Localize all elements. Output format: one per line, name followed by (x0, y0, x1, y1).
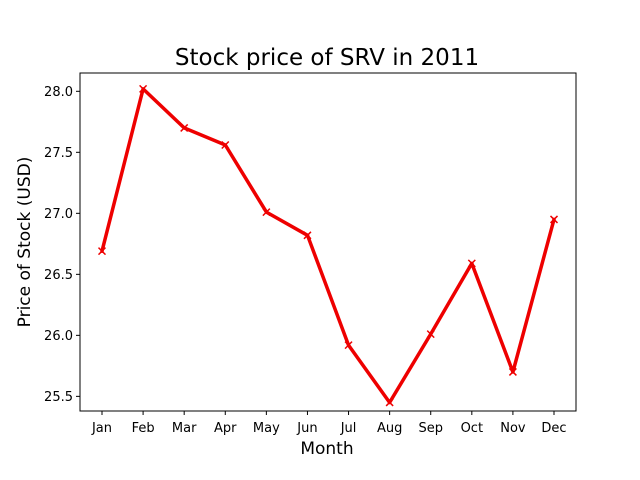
data-point-marker (385, 398, 394, 407)
y-axis: 25.5 26.0 26.5 27.0 27.5 28.0 (44, 85, 80, 405)
x-tick-label: Jun (296, 421, 317, 436)
series-line (100, 87, 556, 405)
y-tick-label: 26.0 (44, 329, 73, 344)
y-axis-label: Price of Stock (USD) (15, 157, 35, 328)
x-tick-label: Mar (172, 421, 197, 436)
x-tick-label: Dec (541, 421, 566, 436)
y-tick-label: 28.0 (44, 85, 73, 100)
x-tick-label: Feb (132, 421, 155, 436)
data-point-marker (221, 140, 230, 150)
x-tick-label: Apr (214, 421, 237, 436)
data-point-marker (508, 367, 517, 376)
data-point-marker (303, 231, 312, 240)
x-tick-label: Aug (377, 421, 402, 436)
data-point-marker (97, 247, 107, 256)
series-layer (97, 84, 559, 407)
data-point-marker (139, 84, 148, 93)
chart-title: Stock price of SRV in 2011 (175, 45, 479, 71)
data-point-marker (426, 330, 435, 339)
plot-area-frame (79, 72, 577, 412)
x-tick-label: Sep (418, 421, 443, 436)
x-tick-label: Oct (461, 421, 483, 436)
data-point-marker (467, 259, 476, 268)
data-point-marker (180, 123, 189, 132)
y-tick-label: 25.5 (44, 390, 73, 405)
y-tick-label: 27.5 (44, 146, 73, 161)
data-point-marker (344, 341, 353, 350)
y-tick-label: 27.0 (44, 207, 73, 222)
x-tick-label: Jan (91, 421, 112, 436)
x-axis-label: Month (300, 439, 353, 459)
x-tick-label: May (253, 421, 280, 436)
y-tick-label: 26.5 (44, 268, 73, 283)
x-axis: Jan Feb Mar Apr May Jun Jul Aug Sep Oct Nov Dec (91, 411, 567, 436)
x-tick-label: Jul (340, 421, 357, 436)
data-point-marker (262, 208, 271, 217)
data-point-marker (549, 215, 559, 224)
x-tick-label: Nov (500, 421, 526, 436)
